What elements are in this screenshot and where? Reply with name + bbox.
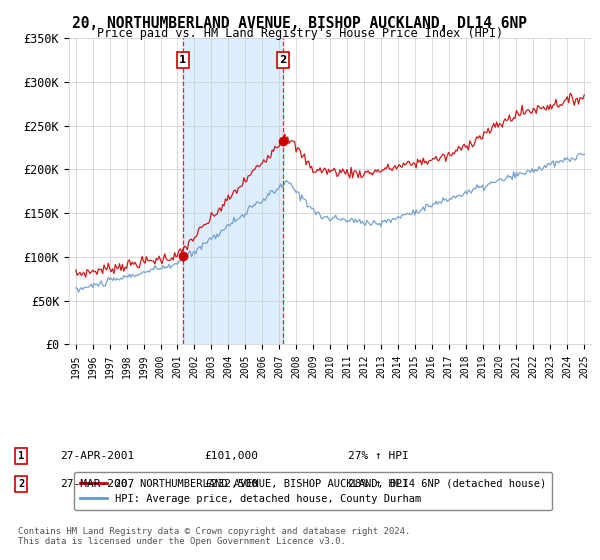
Text: 28% ↑ HPI: 28% ↑ HPI <box>348 479 409 489</box>
Text: £101,000: £101,000 <box>204 451 258 461</box>
Text: 27-MAR-2007: 27-MAR-2007 <box>60 479 134 489</box>
Legend: 20, NORTHUMBERLAND AVENUE, BISHOP AUCKLAND, DL14 6NP (detached house), HPI: Aver: 20, NORTHUMBERLAND AVENUE, BISHOP AUCKLA… <box>74 472 553 510</box>
Text: £232,500: £232,500 <box>204 479 258 489</box>
Text: 2: 2 <box>18 479 24 489</box>
Text: 27-APR-2001: 27-APR-2001 <box>60 451 134 461</box>
Text: Contains HM Land Registry data © Crown copyright and database right 2024.
This d: Contains HM Land Registry data © Crown c… <box>18 526 410 546</box>
Text: 2: 2 <box>280 55 287 65</box>
Text: 1: 1 <box>18 451 24 461</box>
Text: 1: 1 <box>179 55 187 65</box>
Bar <box>183 38 283 344</box>
Text: 27% ↑ HPI: 27% ↑ HPI <box>348 451 409 461</box>
Text: 20, NORTHUMBERLAND AVENUE, BISHOP AUCKLAND, DL14 6NP: 20, NORTHUMBERLAND AVENUE, BISHOP AUCKLA… <box>73 16 527 31</box>
Text: Price paid vs. HM Land Registry's House Price Index (HPI): Price paid vs. HM Land Registry's House … <box>97 27 503 40</box>
